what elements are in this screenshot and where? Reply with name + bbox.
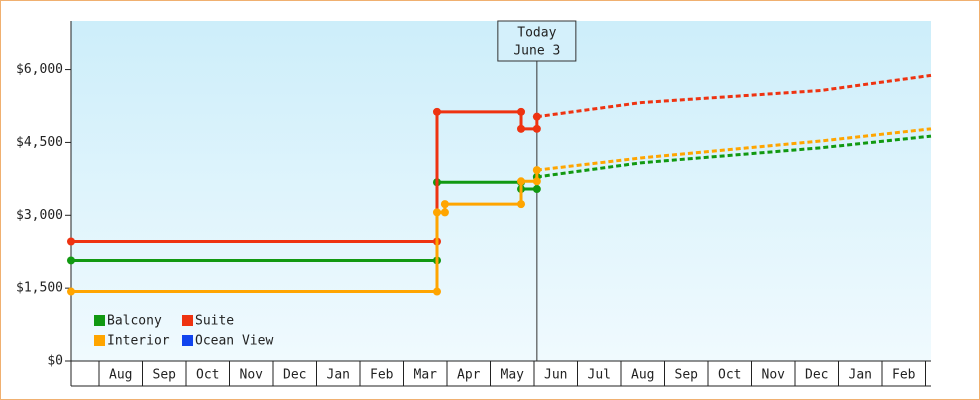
- legend-swatch: [94, 315, 105, 326]
- legend-swatch: [94, 335, 105, 346]
- legend-label: Interior: [107, 334, 170, 349]
- x-tick-label: Jul: [588, 368, 611, 383]
- y-tick-label: $1,500: [16, 281, 63, 296]
- x-tick-label: Oct: [718, 368, 741, 383]
- point: [432, 107, 441, 116]
- x-tick-label: Jan: [327, 368, 350, 383]
- x-tick-label: Dec: [283, 368, 306, 383]
- point: [432, 208, 441, 217]
- forecast-line: [536, 134, 932, 179]
- y-tick-label: $0: [47, 354, 63, 369]
- legend-label: Ocean View: [195, 334, 273, 349]
- x-tick-label: Sep: [675, 368, 699, 383]
- today-label: Today: [517, 26, 556, 41]
- point: [517, 124, 526, 133]
- point: [440, 200, 449, 209]
- point: [67, 256, 75, 265]
- x-tick-label: Mar: [414, 368, 438, 383]
- y-tick-label: $4,500: [16, 135, 63, 150]
- point: [517, 200, 526, 209]
- x-tick-label: Nov: [762, 368, 786, 383]
- x-tick-label: Oct: [196, 368, 219, 383]
- legend-label: Suite: [195, 314, 234, 329]
- point: [532, 177, 541, 186]
- today-box: [497, 20, 577, 62]
- x-tick-label: Dec: [805, 368, 828, 383]
- y-tick-label: $3,000: [16, 208, 63, 223]
- x-tick-label: Sep: [153, 368, 177, 383]
- x-tick-label: May: [501, 368, 525, 383]
- point: [532, 124, 541, 133]
- point: [440, 208, 449, 217]
- legend-swatch: [182, 335, 193, 346]
- x-tick-label: Jun: [544, 368, 567, 383]
- x-tick-label: Jan: [849, 368, 872, 383]
- legend-swatch: [182, 315, 193, 326]
- point: [432, 287, 441, 296]
- x-tick-label: Feb: [370, 368, 394, 383]
- x-tick-label: Aug: [109, 368, 132, 383]
- point: [517, 107, 526, 116]
- forecast-line: [536, 127, 932, 172]
- legend-label: Balcony: [107, 314, 162, 329]
- y-tick-label: $6,000: [16, 62, 63, 77]
- point: [517, 177, 526, 186]
- point: [67, 287, 75, 296]
- forecast-line: [536, 73, 932, 119]
- point: [67, 237, 75, 246]
- x-tick-label: Aug: [631, 368, 654, 383]
- plot-area: [71, 21, 931, 361]
- x-tick-label: Apr: [457, 368, 481, 383]
- x-tick-label: Nov: [240, 368, 264, 383]
- point: [532, 185, 541, 194]
- x-tick-label: Feb: [892, 368, 916, 383]
- today-label: June 3: [513, 44, 560, 59]
